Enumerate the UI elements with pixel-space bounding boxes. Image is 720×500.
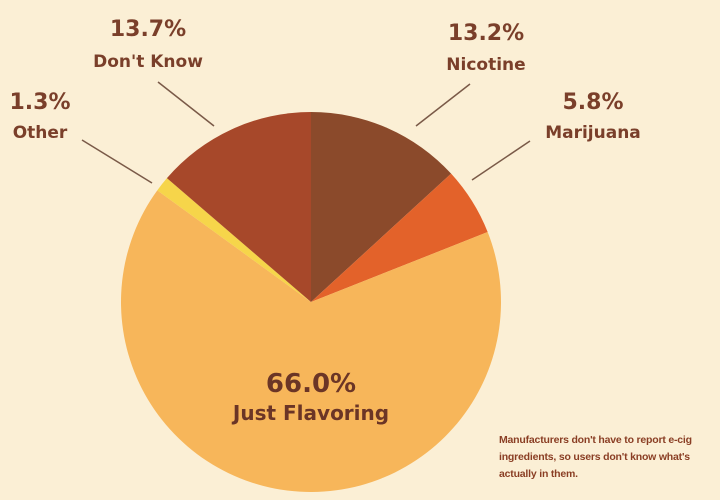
pie-slice-don-t-know bbox=[166, 112, 311, 302]
data-label-value-just-flavoring: 66.0% bbox=[266, 369, 356, 399]
data-label-value-marijuana: 5.8% bbox=[562, 90, 623, 115]
data-label-name-just-flavoring: Just Flavoring bbox=[231, 401, 389, 425]
data-label-value-nicotine: 13.2% bbox=[448, 21, 524, 46]
leader-line-other bbox=[81, 139, 153, 184]
data-label-name-marijuana: Marijuana bbox=[545, 123, 641, 143]
pie-slice-just-flavoring bbox=[121, 190, 501, 493]
data-label-name-other: Other bbox=[13, 123, 68, 143]
pie-slice-nicotine bbox=[311, 112, 452, 302]
leader-line-marijuana bbox=[471, 140, 531, 181]
pie-slice-marijuana bbox=[311, 173, 488, 302]
data-label-name-don-t-know: Don't Know bbox=[93, 52, 203, 72]
data-label-name-nicotine: Nicotine bbox=[446, 55, 525, 75]
leader-line-nicotine bbox=[415, 83, 471, 127]
data-label-value-don-t-know: 13.7% bbox=[110, 17, 186, 42]
data-label-value-other: 1.3% bbox=[9, 90, 70, 115]
pie-slice-other bbox=[157, 178, 311, 302]
leader-line-don-t-know bbox=[157, 81, 215, 127]
footnote: Manufacturers don't have to report e-cig… bbox=[499, 434, 692, 480]
